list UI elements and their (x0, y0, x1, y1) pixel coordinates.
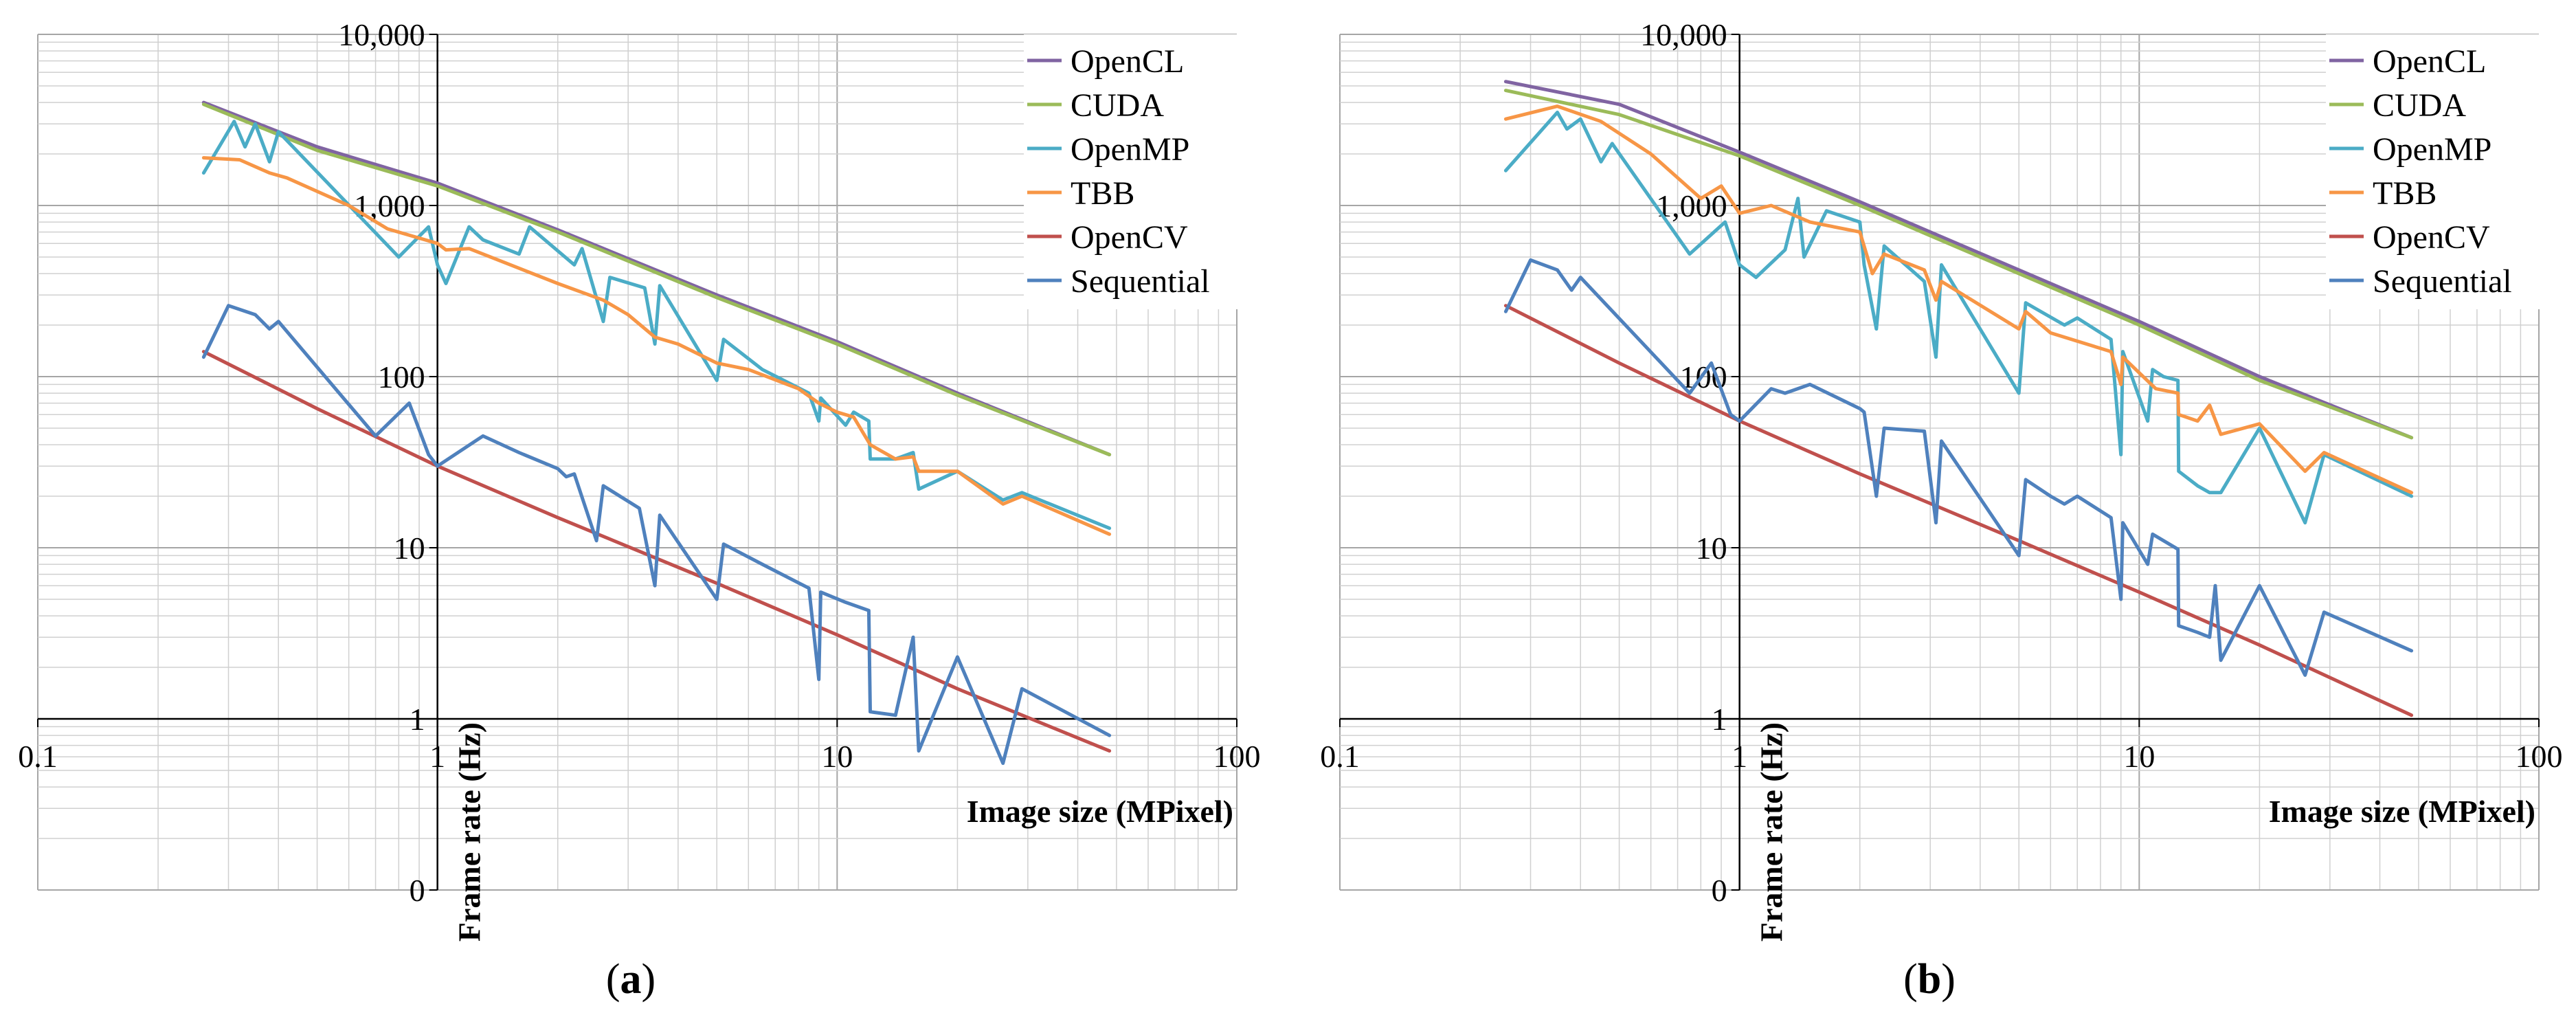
legend-entry-label: OpenCL (2373, 43, 2486, 80)
series-line-sequential (1503, 258, 2414, 677)
legend-entry-label: TBB (1071, 175, 1134, 212)
legend-entry-label: OpenCV (1071, 219, 1188, 256)
legend-entry-label: OpenCV (2373, 219, 2490, 256)
series-line-opencv (1503, 304, 2414, 717)
series-line-sequential (201, 304, 1112, 766)
chart-panel-a: 0.1 1 10 100 0 1 10 100 1,000 10,000 Image size (M… (18, 17, 1260, 1003)
series-line-opencl (1503, 80, 2414, 440)
y-tick-label: 0 (1712, 873, 1727, 908)
caption-paren-close: ) (1941, 956, 1956, 1003)
legend-entry-label: OpenCL (1071, 43, 1184, 80)
legend-entry-label: OpenMP (1071, 131, 1189, 168)
y-tick-label: 0 (410, 873, 425, 908)
panel-caption: (a) (606, 956, 656, 1003)
x-tick-label: 10 (2123, 739, 2155, 774)
legend-entry-label: TBB (2373, 175, 2437, 212)
legend-entry-label: Sequential (1071, 263, 1210, 300)
y-tick-label: 10,000 (1640, 17, 1727, 52)
legend: OpenCL CUDA OpenMP TBB OpenCV Sequential (1024, 34, 1240, 309)
x-tick-label: 100 (1213, 739, 1261, 774)
series-line-opencv (201, 350, 1112, 753)
y-tick-label: 100 (378, 359, 425, 394)
x-tick-label: 0.1 (18, 739, 58, 774)
caption-letter: b (1918, 956, 1941, 1003)
series-line-openmp (201, 120, 1112, 531)
x-axis-title: Image size (MPixel) (967, 794, 1233, 829)
legend-entry-label: OpenMP (2373, 131, 2491, 168)
y-tick-label: 1,000 (1656, 188, 1727, 223)
series-line-tbb (201, 156, 1112, 536)
y-tick-label: 1,000 (354, 188, 425, 223)
panel-caption: (b) (1903, 956, 1956, 1003)
series-lines (201, 100, 1112, 766)
legend: OpenCL CUDA OpenMP TBB OpenCV Sequential (2326, 34, 2542, 309)
legend-box (1024, 34, 1240, 309)
caption-letter: a (620, 956, 642, 1003)
x-tick-label: 1 (429, 739, 445, 774)
series-lines (1503, 80, 2414, 717)
series-line-cuda (201, 102, 1112, 456)
x-tick-label: 100 (2516, 739, 2563, 774)
caption-paren-open: ( (1903, 956, 1918, 1003)
grid (37, 34, 1237, 891)
y-axis-title: Frame rate (Hz) (452, 722, 487, 942)
legend-box (2326, 34, 2542, 309)
x-tick-label: 0.1 (1320, 739, 1360, 774)
series-line-tbb (1503, 104, 2414, 495)
caption-paren-close: ) (642, 956, 656, 1003)
x-tick-label: 1 (1732, 739, 1747, 774)
legend-entry-label: CUDA (2373, 87, 2466, 124)
x-axis-title: Image size (MPixel) (2269, 794, 2535, 829)
x-tick-label: 10 (821, 739, 853, 774)
series-line-cuda (1503, 89, 2414, 440)
legend-entry-label: Sequential (2373, 263, 2512, 300)
y-tick-label: 10 (394, 531, 425, 566)
legend-entry-label: CUDA (1071, 87, 1164, 124)
y-tick-label: 1 (410, 702, 425, 737)
y-tick-label: 10 (1696, 531, 1727, 566)
caption-paren-open: ( (606, 956, 620, 1003)
series-line-openmp (1503, 111, 2414, 525)
y-tick-label: 1 (1712, 702, 1727, 737)
y-tick-label: 10,000 (338, 17, 425, 52)
series-line-opencl (201, 100, 1112, 456)
y-axis-title: Frame rate (Hz) (1754, 722, 1789, 942)
